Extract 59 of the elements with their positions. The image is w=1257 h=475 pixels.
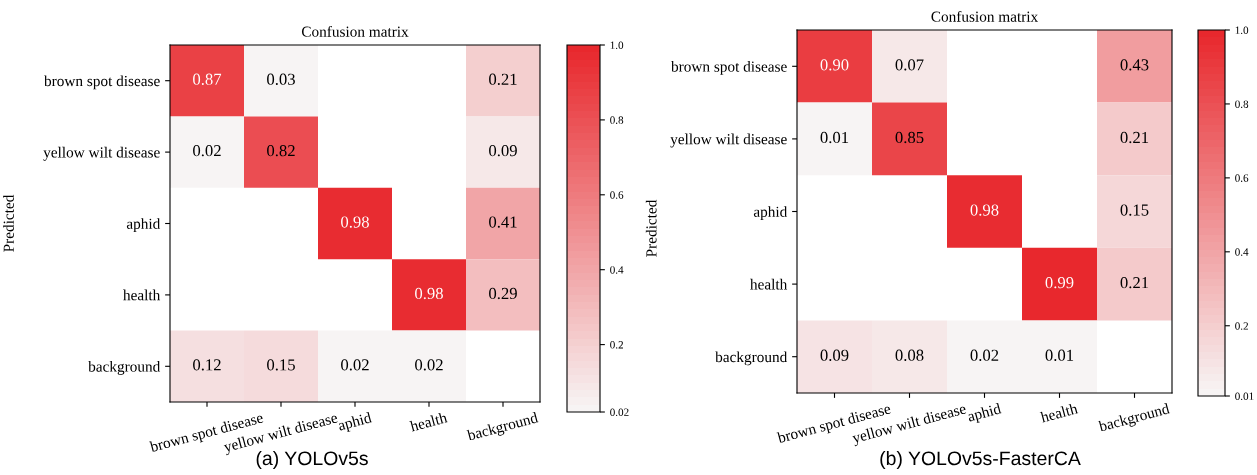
color-bar-label: 0.6 (610, 191, 624, 199)
y-tick-label: health (750, 278, 788, 290)
data-label: 0.99 (1045, 277, 1074, 289)
data-label: 0.07 (895, 59, 924, 71)
x-tick-label: aphid (966, 402, 1003, 425)
data-label: 0.03 (267, 73, 295, 85)
data-label: 0.12 (193, 359, 221, 371)
data-label: 0.87 (193, 73, 222, 85)
data-label: 0.82 (267, 145, 295, 157)
data-label: 0.29 (489, 287, 517, 300)
data-label: 0.21 (489, 73, 517, 85)
data-label: 0.98 (970, 204, 999, 216)
x-tick-label: health (1039, 402, 1079, 423)
color-bar-label: 0.2 (610, 341, 623, 349)
data-label: 0.01 (1045, 349, 1074, 361)
y-tick-label: background (88, 361, 161, 375)
data-label: 0.41 (489, 216, 517, 228)
data-label: 0.15 (1120, 204, 1149, 216)
color-bar-label: 0.01 (1235, 392, 1254, 401)
data-label: 0.01 (820, 131, 849, 144)
x-tick-label: health (409, 411, 448, 432)
color-bar-label: 0.6 (1235, 174, 1249, 182)
color-bar-label: 1.0 (610, 41, 624, 50)
data-label: 0.02 (970, 349, 999, 361)
chart-title: Confusion matrix (931, 10, 1038, 22)
data-label: 0.02 (415, 359, 443, 371)
data-label: 0.21 (1120, 131, 1149, 144)
data-label: 0.21 (1120, 277, 1149, 289)
color-bar-label: 0.8 (1235, 100, 1249, 108)
data-label: 0.98 (415, 287, 443, 300)
x-tick-label: aphid (337, 411, 374, 434)
color-bar-label: 0.8 (610, 116, 624, 124)
data-label: 0.90 (820, 59, 849, 71)
color-bar-label: 0.2 (1235, 322, 1248, 330)
data-label: 0.02 (193, 145, 221, 157)
y-tick-label: brown spot disease (671, 61, 787, 75)
color-bar-title: Predicted (645, 199, 657, 257)
y-tick-label: brown spot disease (44, 75, 160, 90)
color-bar-label: 1.0 (1235, 26, 1249, 35)
data-label: 0.09 (489, 145, 517, 157)
y-tick-label: aphid (753, 206, 788, 221)
y-tick-label: health (123, 289, 161, 301)
color-bar-label: 0.4 (1235, 248, 1249, 256)
data-label: 0.85 (895, 131, 924, 144)
y-tick-label: yellow wilt disease (670, 133, 787, 148)
data-label: 0.09 (820, 349, 849, 361)
y-tick-label: aphid (126, 218, 161, 233)
data-label: 0.98 (341, 216, 369, 228)
y-axis-title: Predicted (3, 194, 14, 252)
data-label: 0.15 (267, 359, 295, 371)
y-tick-label: background (715, 351, 788, 366)
color-bar-label: 0.4 (610, 266, 624, 274)
color-bar-label: 0.02 (610, 408, 629, 417)
chart-title: Confusion matrix (301, 25, 409, 37)
text: (b) YOLOv5s-FasterCA (880, 450, 1081, 470)
data-label: 0.43 (1120, 59, 1149, 71)
y-tick-label: yellow wilt disease (43, 146, 160, 161)
data-label: 0.08 (895, 349, 924, 361)
data-label: 0.02 (341, 359, 369, 371)
